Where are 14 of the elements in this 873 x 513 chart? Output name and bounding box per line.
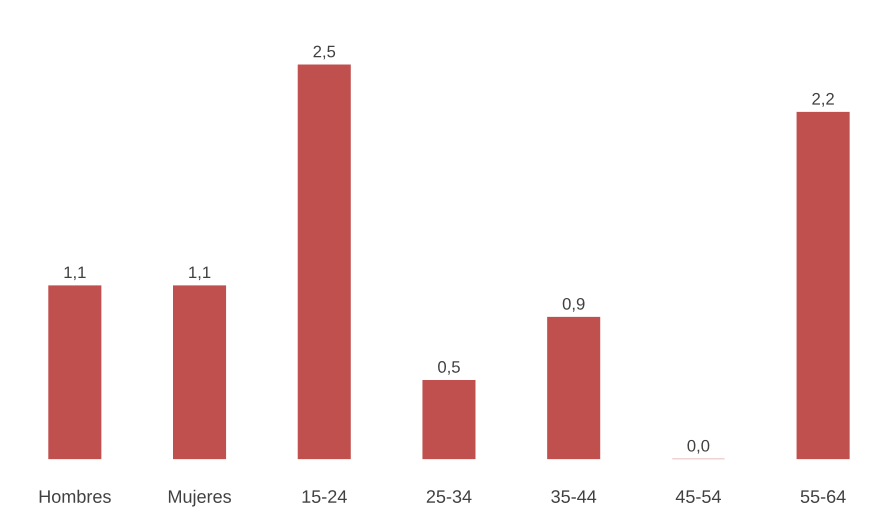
x-tick-label: Mujeres (168, 490, 231, 507)
x-tick-label: 55-64 (800, 490, 846, 503)
x-tick-label: 45-54 (676, 490, 721, 503)
data-label: 0,5 (438, 361, 460, 375)
x-tick-label: Hombres (40, 490, 111, 503)
x-tick-label: 35-44 (551, 490, 596, 503)
data-label: 1,1 (189, 266, 210, 280)
data-label: 2,2 (812, 92, 834, 107)
x-tick-label: 25-34 (426, 490, 472, 503)
x-tick-label: 15-24 (302, 490, 347, 503)
data-label: 0,9 (562, 298, 584, 312)
data-label: 0,0 (687, 440, 710, 454)
data-label: 1,1 (64, 266, 86, 280)
data-label: 2,5 (314, 46, 336, 60)
